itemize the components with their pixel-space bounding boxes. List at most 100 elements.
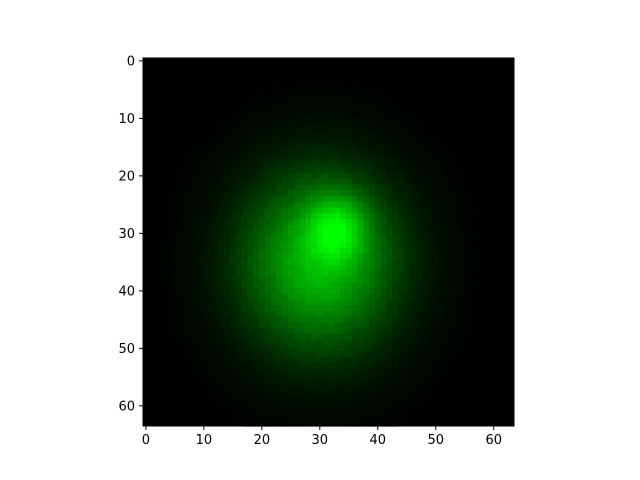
heatmap-cell xyxy=(282,155,289,163)
heatmap-cell xyxy=(305,161,312,168)
heatmap-cell xyxy=(305,236,312,243)
heatmap-cell xyxy=(427,184,434,191)
heatmap-cell xyxy=(398,144,405,151)
heatmap-cell xyxy=(392,115,399,122)
heatmap-cell xyxy=(305,408,312,416)
heatmap-cell xyxy=(195,374,202,381)
heatmap-cell xyxy=(293,201,301,209)
heatmap-cell xyxy=(235,138,243,145)
heatmap-cell xyxy=(258,173,266,180)
heatmap-cell xyxy=(380,391,388,398)
heatmap-cell xyxy=(340,138,347,145)
heatmap-cell xyxy=(264,242,272,249)
heatmap-cell xyxy=(241,397,248,404)
heatmap-cell xyxy=(264,178,272,186)
heatmap-cell xyxy=(287,121,295,128)
heatmap-cell xyxy=(200,173,208,180)
heatmap-cell xyxy=(316,121,324,128)
heatmap-cell xyxy=(421,230,428,237)
heatmap-cell xyxy=(345,224,353,232)
heatmap-cell xyxy=(461,190,469,197)
heatmap-cell xyxy=(287,328,295,335)
heatmap-cell xyxy=(189,288,196,295)
heatmap-cell xyxy=(171,316,179,324)
heatmap-cell xyxy=(166,247,173,255)
heatmap-cell xyxy=(177,328,185,335)
heatmap-cell xyxy=(264,201,272,209)
heatmap-cell xyxy=(403,403,411,410)
heatmap-cell xyxy=(369,391,376,398)
heatmap-cell xyxy=(195,219,202,226)
heatmap-cell xyxy=(311,92,318,99)
heatmap-cell xyxy=(282,161,289,168)
heatmap-cell xyxy=(224,311,231,318)
heatmap-cell xyxy=(311,385,318,393)
heatmap-cell xyxy=(200,207,208,214)
heatmap-cell xyxy=(293,362,301,370)
heatmap-cell xyxy=(386,305,393,312)
heatmap-cell xyxy=(189,345,196,352)
heatmap-cell xyxy=(287,259,295,266)
heatmap-cell xyxy=(340,167,347,174)
heatmap-cell xyxy=(328,196,335,203)
heatmap-cell xyxy=(235,328,243,335)
heatmap-cell xyxy=(287,98,295,105)
heatmap-cell xyxy=(247,265,254,272)
heatmap-cell xyxy=(299,115,306,122)
heatmap-cell xyxy=(212,305,219,312)
heatmap-cell xyxy=(311,115,318,122)
heatmap-cell xyxy=(311,132,318,140)
heatmap-cell xyxy=(322,403,330,410)
heatmap-cell xyxy=(380,253,388,260)
heatmap-cell xyxy=(473,213,480,220)
heatmap-cell xyxy=(438,334,446,341)
heatmap-cell xyxy=(374,121,382,128)
heatmap-cell xyxy=(369,420,376,427)
heatmap-cell xyxy=(305,224,312,232)
heatmap-cells xyxy=(160,75,480,427)
heatmap-cell xyxy=(166,219,173,226)
heatmap-cell xyxy=(438,207,446,214)
heatmap-cell xyxy=(183,316,190,324)
heatmap-cell xyxy=(160,276,167,283)
heatmap-cell xyxy=(311,161,318,168)
heatmap-cell xyxy=(212,242,219,249)
heatmap-cell xyxy=(438,213,446,220)
heatmap-cell xyxy=(386,173,393,180)
heatmap-cell xyxy=(369,357,376,364)
heatmap-cell xyxy=(340,178,347,186)
heatmap-cell xyxy=(270,385,277,393)
heatmap-cell xyxy=(386,242,393,249)
heatmap-cell xyxy=(450,173,457,180)
heatmap-cell xyxy=(392,104,399,111)
heatmap-cell xyxy=(270,299,277,306)
heatmap-cell xyxy=(276,282,283,289)
heatmap-cell xyxy=(224,270,231,278)
heatmap-cell xyxy=(241,132,248,140)
heatmap-cell xyxy=(206,242,214,249)
heatmap-cell xyxy=(363,311,370,318)
heatmap-cell xyxy=(183,322,190,329)
heatmap-cell xyxy=(421,201,428,209)
heatmap-cell xyxy=(177,201,185,209)
heatmap-cell xyxy=(427,374,434,381)
heatmap-cell xyxy=(432,351,440,358)
heatmap-cell xyxy=(299,155,306,163)
plot-area xyxy=(142,57,515,427)
heatmap-cell xyxy=(392,196,399,203)
heatmap-cell xyxy=(218,213,225,220)
heatmap-cell xyxy=(212,247,219,255)
heatmap-cell xyxy=(287,115,295,122)
heatmap-cell xyxy=(200,282,208,289)
heatmap-cell xyxy=(264,167,272,174)
heatmap-cell xyxy=(270,322,277,329)
heatmap-cell xyxy=(270,81,277,88)
heatmap-cell xyxy=(287,155,295,163)
heatmap-cell xyxy=(322,385,330,393)
heatmap-cell xyxy=(293,420,301,427)
heatmap-cell xyxy=(351,247,359,255)
heatmap-cell xyxy=(287,167,295,174)
heatmap-cell xyxy=(299,167,306,174)
heatmap-cell xyxy=(345,282,353,289)
heatmap-cell xyxy=(316,345,324,352)
